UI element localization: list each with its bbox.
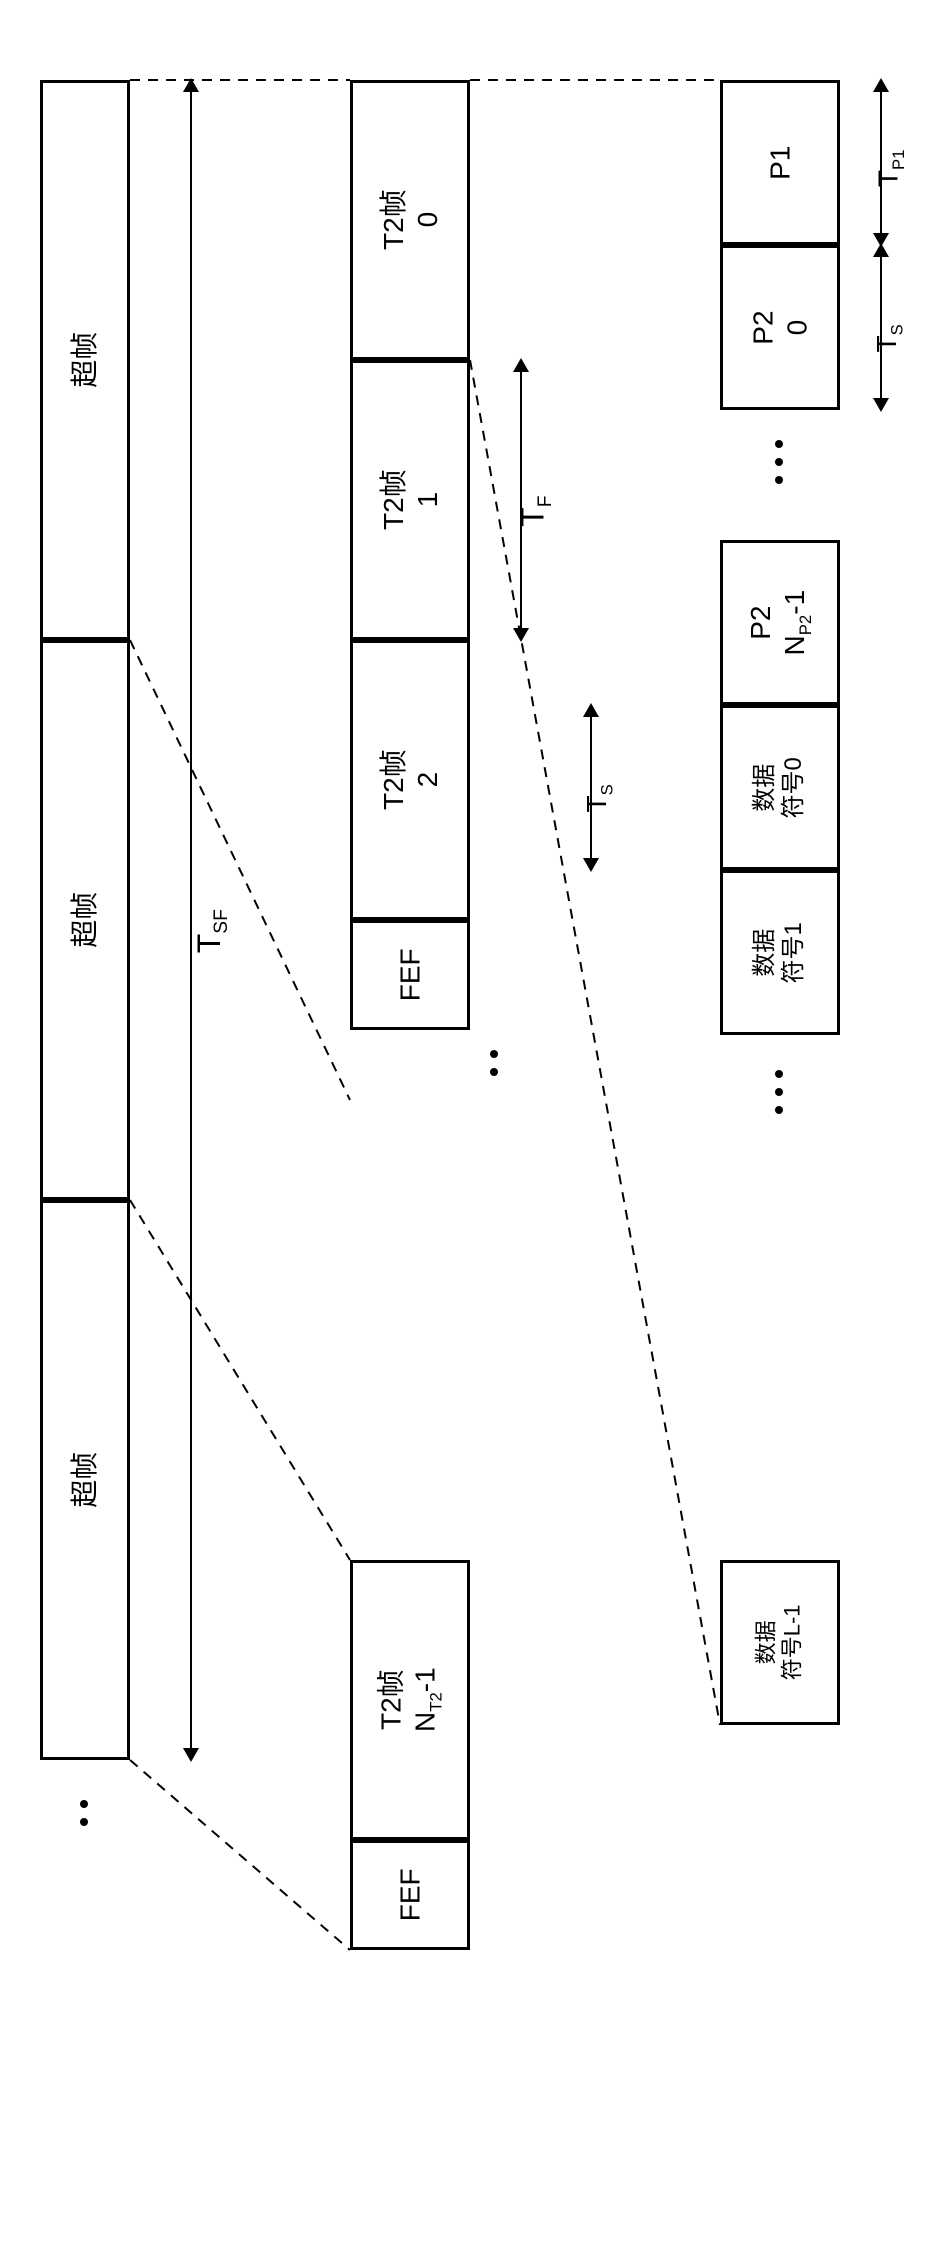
t2frame-box-last: T2帧NT2-1 <box>350 1560 470 1840</box>
superframe-box-2: 超帧 <box>40 1200 130 1760</box>
p2-box-0: P20 <box>720 245 840 410</box>
t2frame-box-2: T2帧2 <box>350 640 470 920</box>
fef-box-0: FEF <box>350 920 470 1030</box>
p1-box: P1 <box>720 80 840 245</box>
ellipsis <box>490 1050 498 1076</box>
superframe-box-1: 超帧 <box>40 640 130 1200</box>
tf-label: TF <box>514 496 556 527</box>
data-sym-1: 数据符号1 <box>720 870 840 1035</box>
superframe-label: 超帧 <box>68 1452 102 1508</box>
ellipsis <box>775 440 783 484</box>
p2-box-last: P2NP2-1 <box>720 540 840 705</box>
ts-label-2: TS <box>581 784 618 812</box>
t2frame-box-1: T2帧1 <box>350 360 470 640</box>
superframe-label: 超帧 <box>68 332 102 388</box>
frame-structure-diagram: 超帧 超帧 超帧 TSF T2帧0 T2帧1 T2帧2 FEF TF T2帧NT… <box>20 40 920 2200</box>
data-sym-0: 数据符号0 <box>720 705 840 870</box>
tp1-label: TP1 <box>873 149 910 187</box>
t2frame-box-0: T2帧0 <box>350 80 470 360</box>
fef-box-last: FEF <box>350 1840 470 1950</box>
superframe-box-0: 超帧 <box>40 80 130 640</box>
ts-label-1: TS <box>871 324 908 352</box>
ellipsis <box>775 1070 783 1114</box>
superframe-label: 超帧 <box>68 892 102 948</box>
tsf-label: TSF <box>191 909 233 953</box>
ellipsis <box>80 1800 88 1826</box>
data-sym-last: 数据符号L-1 <box>720 1560 840 1725</box>
